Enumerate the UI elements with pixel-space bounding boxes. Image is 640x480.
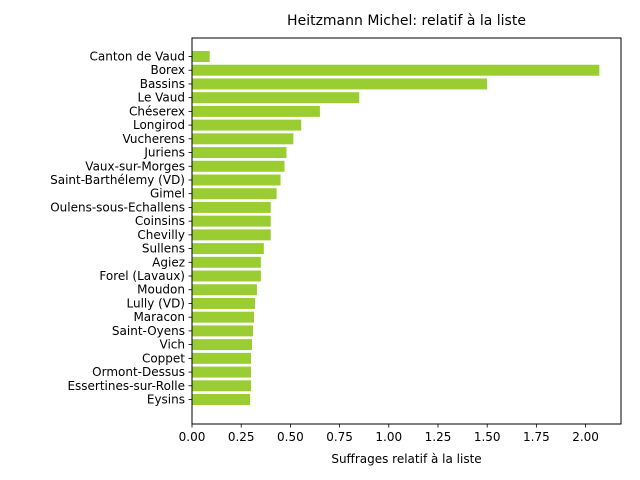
chart-title: Heitzmann Michel: relatif à la liste bbox=[287, 13, 526, 29]
bar bbox=[192, 51, 210, 62]
y-tick-label: Agiez bbox=[152, 255, 185, 269]
bar bbox=[192, 119, 302, 131]
bar bbox=[192, 380, 252, 392]
y-tick-label: Lully (VD) bbox=[127, 296, 185, 310]
bar bbox=[192, 256, 261, 268]
bar bbox=[192, 339, 253, 351]
bar bbox=[192, 147, 287, 159]
y-tick-label: Juriens bbox=[143, 146, 185, 160]
y-tick-label: Coinsins bbox=[135, 214, 185, 228]
bar bbox=[192, 105, 320, 117]
x-tick-label: 1.25 bbox=[425, 430, 452, 444]
bar bbox=[192, 394, 251, 405]
y-tick-label: Bassins bbox=[140, 77, 185, 91]
x-tick-label: 1.00 bbox=[375, 430, 402, 444]
y-tick-label: Eysins bbox=[147, 393, 185, 407]
y-tick-label: Saint-Oyens bbox=[112, 324, 185, 338]
bar bbox=[192, 284, 257, 296]
y-tick-label: Forel (Lavaux) bbox=[99, 269, 185, 283]
x-axis-ticks: 0.00 0.25 0.50 0.75 1.00 1.25 1.50 1.75 2.00 bbox=[179, 424, 599, 444]
y-tick-label: Vaux-sur-Morges bbox=[85, 159, 185, 173]
x-tick-label: 0.75 bbox=[326, 430, 353, 444]
x-tick-label: 0.25 bbox=[228, 430, 255, 444]
y-tick-label: Vucherens bbox=[123, 132, 186, 146]
bar bbox=[192, 270, 261, 282]
bar bbox=[192, 215, 271, 227]
bars-group bbox=[192, 51, 600, 405]
bar bbox=[192, 311, 254, 323]
x-tick-label: 1.75 bbox=[523, 430, 550, 444]
y-tick-label: Ormont-Dessus bbox=[92, 365, 185, 379]
y-tick-label: Coppet bbox=[142, 351, 185, 365]
bar bbox=[192, 133, 294, 145]
y-tick-label: Saint-Barthélemy (VD) bbox=[50, 173, 185, 187]
y-tick-label: Essertines-sur-Rolle bbox=[67, 379, 185, 393]
x-tick-label: 2.00 bbox=[572, 430, 599, 444]
y-tick-label: Oulens-sous-Echallens bbox=[50, 200, 185, 214]
y-tick-label: Gimel bbox=[150, 187, 185, 201]
y-tick-label: Moudon bbox=[137, 283, 185, 297]
y-tick-label: Vich bbox=[160, 338, 185, 352]
bar bbox=[192, 92, 360, 104]
y-tick-label: Maracon bbox=[133, 310, 185, 324]
x-tick-label: 0.00 bbox=[179, 430, 206, 444]
bar bbox=[192, 229, 271, 241]
bar bbox=[192, 174, 281, 186]
bar bbox=[192, 325, 254, 337]
x-tick-label: 1.50 bbox=[474, 430, 501, 444]
y-tick-label: Borex bbox=[150, 63, 185, 77]
bar bbox=[192, 188, 277, 200]
bar bbox=[192, 243, 264, 255]
bar bbox=[192, 160, 285, 172]
x-tick-label: 0.50 bbox=[277, 430, 304, 444]
y-tick-label: Chevilly bbox=[137, 228, 185, 242]
bar bbox=[192, 366, 252, 378]
x-axis-label: Suffrages relatif à la liste bbox=[331, 452, 481, 466]
y-tick-label: Chéserex bbox=[129, 104, 185, 118]
y-tick-label: Longirod bbox=[133, 118, 185, 132]
bar bbox=[192, 297, 255, 309]
y-tick-label: Le Vaud bbox=[137, 91, 185, 105]
plot-frame bbox=[191, 37, 622, 425]
bar bbox=[192, 201, 271, 213]
y-tick-label: Sullens bbox=[142, 242, 185, 256]
bar bbox=[192, 78, 488, 90]
bar bbox=[192, 64, 600, 76]
bar bbox=[192, 352, 252, 364]
y-tick-label: Canton de Vaud bbox=[90, 50, 185, 64]
